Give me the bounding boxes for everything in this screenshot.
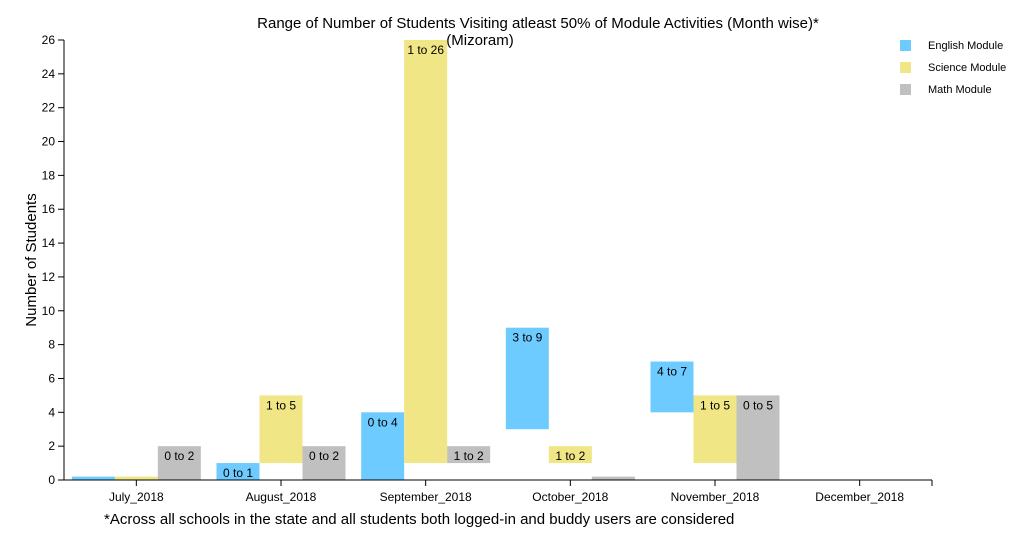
bar-english-module-july_2018 [71,476,115,480]
y-tick-label: 0 [48,473,55,487]
y-tick-label: 2 [48,439,55,453]
bar-science-module-november_2018 [693,395,737,464]
bar-english-module-august_2018 [216,463,260,480]
x-tick-label: October_2018 [532,490,608,504]
bar-science-module-october_2018 [548,446,592,464]
y-tick-label: 12 [42,270,56,284]
bar-data-label: 1 to 26 [407,43,444,57]
bar-science-module-september_2018 [404,40,448,464]
y-tick-label: 4 [48,405,55,419]
bar-english-module-september_2018 [361,412,405,480]
bar-science-module-august_2018 [259,395,303,464]
legend-swatch [900,62,911,73]
bar-data-label: 0 to 1 [223,466,253,480]
legend-label: Science Module [928,62,1006,74]
y-tick-label: 10 [42,304,56,318]
y-tick-label: 20 [42,135,56,149]
x-tick-label: August_2018 [246,490,317,504]
bar-math-module-october_2018 [591,476,635,480]
footnote: *Across all schools in the state and all… [104,511,734,528]
bar-data-label: 0 to 5 [743,398,773,412]
y-tick-label: 22 [42,101,56,115]
y-tick-label: 24 [42,67,56,81]
legend-label: English Module [928,40,1003,52]
y-tick-label: 6 [48,371,55,385]
bar-data-label: 4 to 7 [657,365,687,379]
legend-swatch [900,84,911,95]
bar-data-label: 3 to 9 [512,331,542,345]
bar-data-label: 0 to 2 [309,449,339,463]
legend-swatch [900,40,911,51]
y-tick-label: 8 [48,338,55,352]
x-tick-label: November_2018 [671,490,760,504]
y-tick-label: 18 [42,168,56,182]
y-tick-label: 14 [42,236,56,250]
bar-math-module-september_2018 [447,446,491,464]
bar-math-module-july_2018 [157,446,201,480]
bar-data-label: 1 to 2 [454,449,484,463]
y-tick-label: 26 [42,33,56,47]
y-axis-label: Number of Students [23,193,40,326]
x-tick-label: July_2018 [109,490,164,504]
x-tick-label: September_2018 [380,490,472,504]
bar-data-label: 1 to 5 [266,398,296,412]
bar-math-module-november_2018 [736,395,780,480]
bar-science-module-july_2018 [114,476,158,480]
y-tick-label: 16 [42,202,56,216]
bar-math-module-august_2018 [302,446,346,480]
bar-english-module-october_2018 [505,327,549,430]
bar-data-label: 1 to 2 [555,449,585,463]
bar-english-module-november_2018 [650,361,694,413]
legend-label: Math Module [928,84,992,96]
chart-subtitle: (Mizoram) [446,32,514,49]
x-tick-label: December_2018 [815,490,904,504]
chart-title: Range of Number of Students Visiting atl… [257,15,819,32]
legend: English Module Science Module Math Module [900,40,1006,96]
bar-data-label: 0 to 4 [368,415,398,429]
bar-data-label: 1 to 5 [700,398,730,412]
bar-data-label: 0 to 2 [164,449,194,463]
